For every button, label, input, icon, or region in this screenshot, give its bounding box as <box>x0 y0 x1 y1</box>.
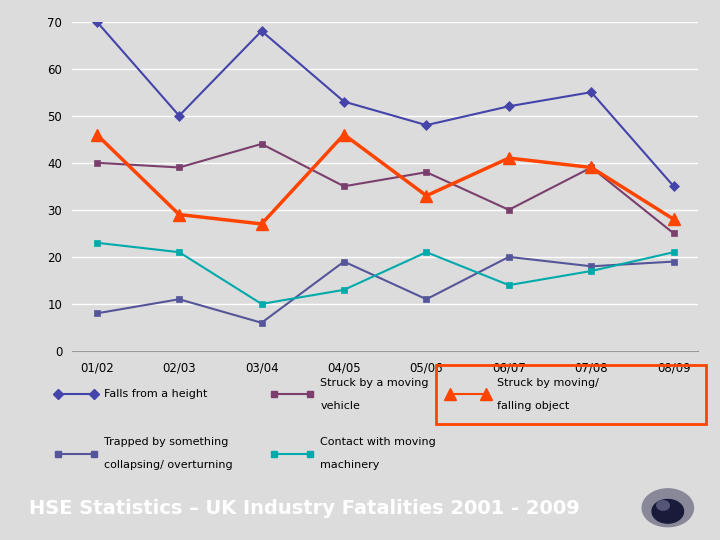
Text: vehicle: vehicle <box>320 401 360 411</box>
Text: Falls from a height: Falls from a height <box>104 389 208 399</box>
Text: Trapped by something: Trapped by something <box>104 437 229 447</box>
Polygon shape <box>657 501 670 510</box>
Text: HSE Statistics – UK Industry Fatalities 2001 - 2009: HSE Statistics – UK Industry Fatalities … <box>29 500 580 518</box>
Polygon shape <box>652 500 683 523</box>
Text: Struck by a moving: Struck by a moving <box>320 377 429 388</box>
Text: machinery: machinery <box>320 460 379 470</box>
Text: falling object: falling object <box>497 401 569 411</box>
Text: Struck by moving/: Struck by moving/ <box>497 377 598 388</box>
Polygon shape <box>642 489 693 526</box>
Text: collapsing/ overturning: collapsing/ overturning <box>104 460 233 470</box>
Text: Contact with moving: Contact with moving <box>320 437 436 447</box>
